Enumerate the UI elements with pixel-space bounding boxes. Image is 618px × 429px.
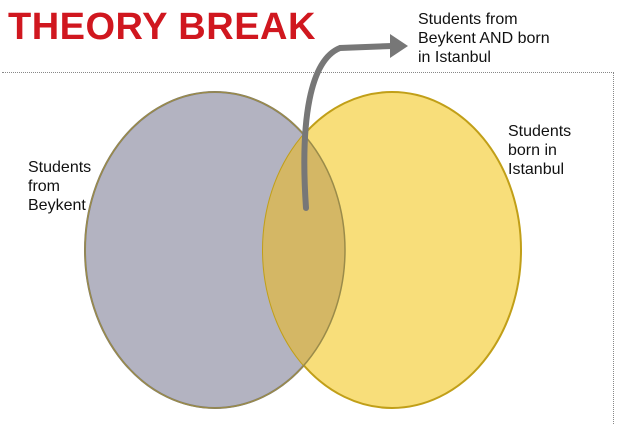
- arrow-head: [390, 34, 408, 58]
- set-a-label: Students from Beykent: [28, 159, 92, 214]
- set-b-label: Students born in Istanbul: [508, 123, 572, 178]
- intersection-label: Students from Beykent AND born in Istanb…: [418, 11, 550, 66]
- slide-title: THEORY BREAK: [8, 6, 316, 48]
- arrow-pointer: [301, 43, 395, 211]
- set-a-outline: [84, 91, 346, 409]
- content-frame: [2, 72, 614, 424]
